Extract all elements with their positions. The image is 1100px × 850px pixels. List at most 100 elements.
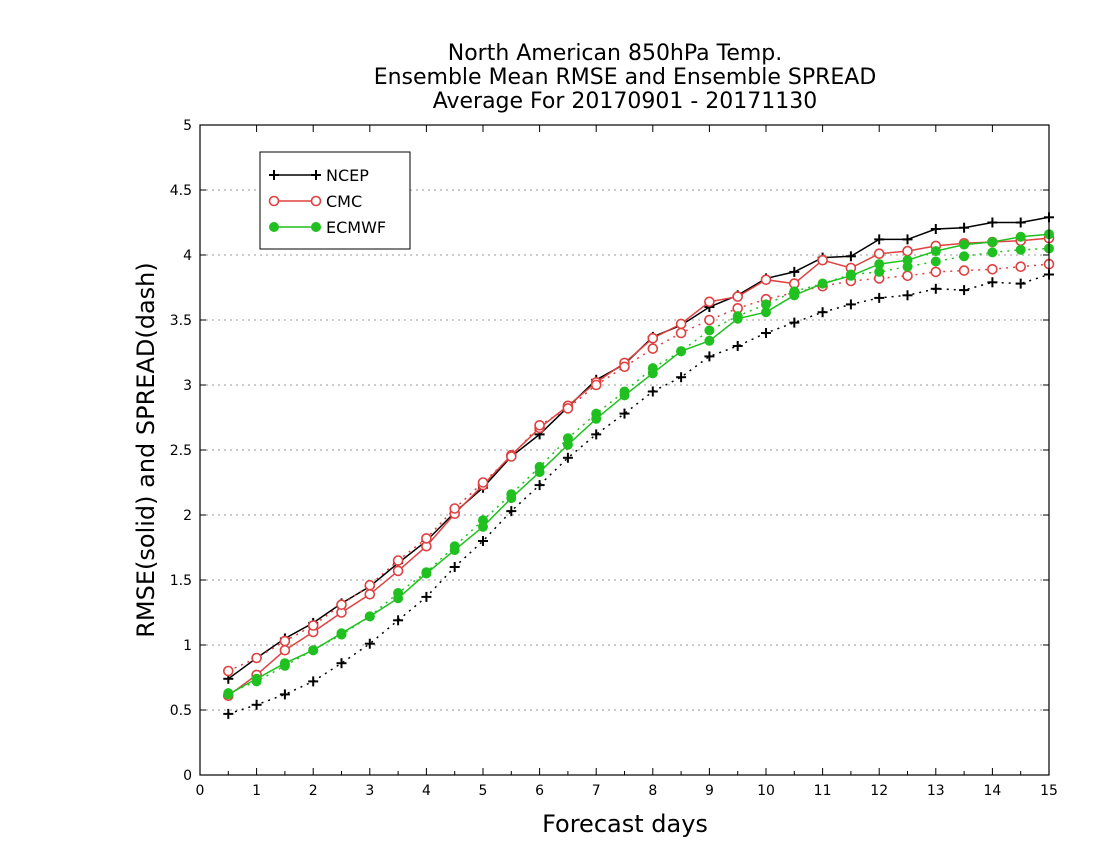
data-point-5: [223, 688, 234, 699]
data-point-2: [704, 296, 715, 308]
data-point-5: [619, 386, 630, 397]
gridlines: [200, 189, 1049, 711]
data-point-3: [336, 599, 347, 611]
x-tick-label: 7: [592, 783, 601, 799]
data-point-2: [902, 245, 913, 257]
data-point-3: [505, 451, 517, 462]
data-point-1: [1015, 278, 1026, 289]
data-point-1: [817, 307, 828, 318]
data-point-3: [251, 652, 262, 664]
data-point-5: [874, 266, 885, 277]
data-point-1: [761, 328, 771, 338]
data-point-2: [364, 588, 376, 600]
data-point-5: [562, 433, 573, 444]
data-point-1: [364, 638, 375, 649]
data-point-5: [449, 541, 460, 552]
legend-item-cmc: CMC: [268, 192, 362, 211]
data-point-2: [760, 274, 772, 286]
data-point-1: [506, 506, 517, 517]
legend-label: NCEP: [326, 166, 369, 185]
series-1-dash: [223, 269, 1054, 719]
data-point-1: [676, 372, 687, 383]
data-point-4: [704, 335, 715, 346]
title-line-3: Average For 20170901 - 20171130: [433, 89, 818, 114]
series-line: [227, 233, 1050, 696]
x-tick-label: 5: [479, 783, 488, 799]
data-point-4: [959, 239, 970, 250]
data-point-2: [675, 318, 687, 330]
series-2-solid: [223, 232, 1055, 702]
y-tick-label: 1.5: [170, 573, 192, 589]
data-point-2: [873, 248, 885, 259]
data-point-1: [308, 676, 319, 687]
data-point-3: [421, 533, 432, 544]
data-point-5: [534, 461, 545, 472]
x-tick-label: 9: [705, 783, 714, 799]
data-point-1: [251, 699, 262, 710]
data-point-1: [421, 591, 432, 602]
data-point-5: [591, 408, 602, 419]
data-point-0: [959, 222, 970, 233]
chart-title: North American 850hPa Temp. Ensemble Mea…: [374, 41, 877, 114]
data-point-5: [478, 515, 488, 526]
data-point-5: [506, 489, 517, 500]
y-tick-label: 4.5: [170, 183, 192, 199]
data-point-1: [336, 658, 347, 669]
data-point-0: [1015, 217, 1026, 228]
y-tick-label: 0.5: [170, 703, 192, 719]
data-point-3: [562, 403, 574, 414]
data-point-5: [789, 286, 800, 297]
title-line-2: Ensemble Mean RMSE and Ensemble SPREAD: [374, 65, 877, 90]
data-point-3: [619, 361, 630, 373]
series-5-dash: [223, 243, 1054, 699]
y-axis-title: RMSE(solid) and SPREAD(dash): [132, 262, 160, 638]
x-tick-label: 12: [870, 783, 888, 799]
plot-frame: [199, 124, 1050, 776]
series-0-solid: [223, 212, 1054, 684]
data-point-1: [704, 351, 715, 362]
y-tick-label: 0: [183, 768, 192, 784]
data-point-3: [675, 327, 687, 339]
legend-box: [259, 151, 411, 250]
data-point-legend: [269, 170, 279, 180]
x-tick-label: 10: [757, 783, 775, 799]
data-point-5: [393, 588, 404, 598]
data-point-legend: [268, 195, 280, 207]
y-tick-label: 4: [183, 248, 192, 264]
data-point-1: [591, 429, 602, 440]
data-point-1: [789, 317, 800, 328]
data-point-1: [619, 408, 630, 419]
legend-item-ecmwf: ECMWF: [269, 218, 386, 237]
y-tick-label: 3.5: [170, 313, 192, 329]
data-point-1: [902, 290, 913, 301]
y-tick-label: 1: [183, 638, 192, 654]
data-point-3: [987, 263, 998, 275]
data-point-5: [704, 325, 715, 336]
x-tick-label: 13: [927, 783, 945, 799]
x-tick-label: 11: [814, 783, 832, 799]
series-3-dash: [223, 258, 1055, 677]
data-point-5: [676, 346, 687, 357]
data-point-0: [930, 224, 941, 234]
data-point-5: [987, 247, 998, 258]
data-point-2: [279, 644, 291, 656]
data-point-1: [279, 689, 290, 700]
y-tick-label: 2.5: [170, 443, 192, 459]
y-tick-label: 5: [183, 118, 192, 134]
data-point-3: [364, 579, 376, 591]
data-point-5: [732, 311, 743, 322]
data-point-4: [930, 246, 941, 257]
y-tick-label: 2: [183, 508, 192, 524]
data-point-4: [987, 237, 998, 247]
x-tick-label: 8: [648, 783, 657, 799]
data-point-3: [279, 635, 291, 647]
data-point-0: [902, 234, 913, 245]
data-point-5: [308, 645, 319, 656]
data-point-5: [336, 629, 347, 640]
data-point-4: [1015, 231, 1026, 242]
data-point-3: [477, 477, 489, 488]
data-point-5: [421, 567, 432, 578]
data-point-3: [1015, 261, 1027, 273]
data-point-legend: [269, 222, 279, 232]
